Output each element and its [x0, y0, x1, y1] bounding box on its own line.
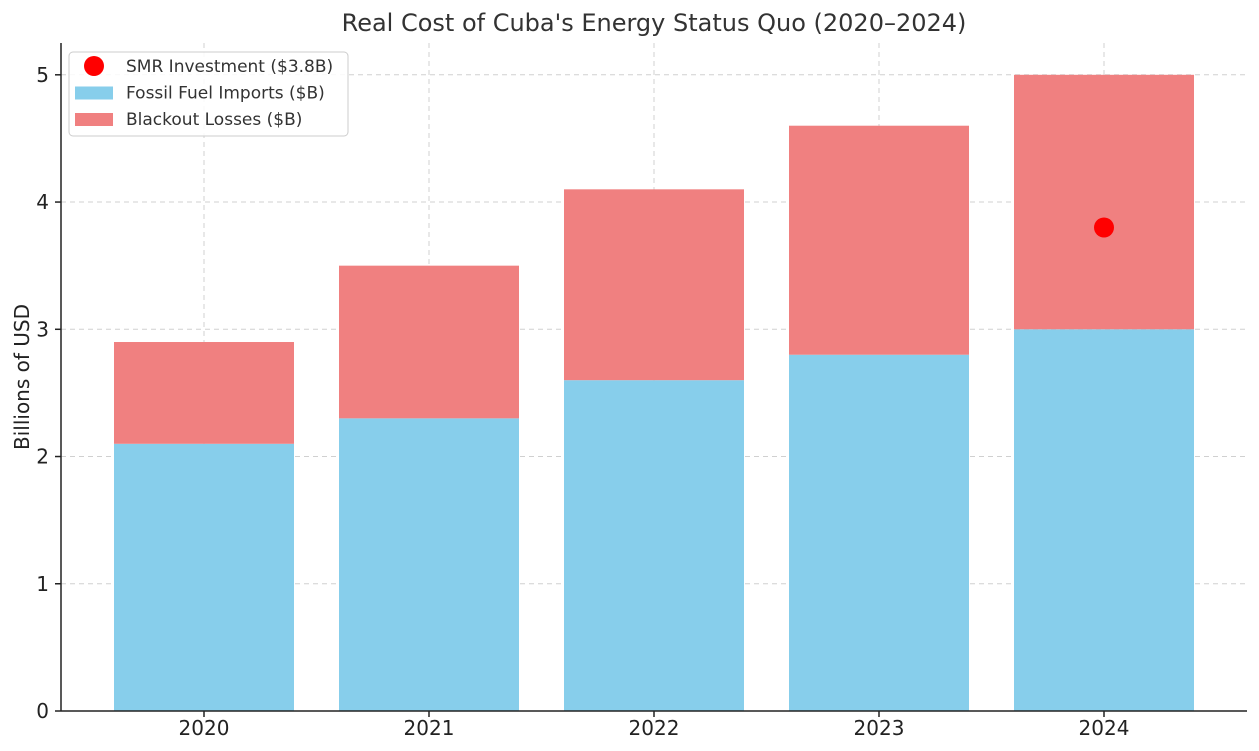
legend-patch-swatch: [75, 113, 113, 126]
bars: [114, 74, 1194, 711]
bar-fossil-fuel-imports: [789, 354, 969, 711]
bar-blackout-losses: [564, 189, 744, 381]
y-tick-label: 1: [36, 572, 49, 596]
x-tick-label: 2022: [629, 716, 680, 740]
y-axis-label: Billions of USD: [10, 304, 34, 450]
x-tick-label: 2024: [1079, 716, 1130, 740]
y-tick-label: 3: [36, 317, 49, 341]
bar-fossil-fuel-imports: [339, 418, 519, 711]
x-tick-label: 2020: [179, 716, 230, 740]
bar-blackout-losses: [114, 342, 294, 444]
x-tick-label: 2021: [404, 716, 455, 740]
bar-blackout-losses: [339, 265, 519, 419]
legend-patch-swatch: [75, 86, 113, 100]
bar-fossil-fuel-imports: [564, 380, 744, 711]
y-tick-label: 5: [36, 63, 49, 87]
bar-fossil-fuel-imports: [1014, 329, 1194, 711]
y-tick-label: 4: [36, 190, 49, 214]
smr-investment-marker: [1094, 217, 1114, 238]
x-tick-label: 2023: [854, 716, 905, 740]
legend-marker-swatch: [84, 56, 104, 76]
legend: SMR Investment ($3.8B) Fossil Fuel Import…: [68, 51, 349, 137]
y-tick-label: 2: [36, 445, 49, 469]
chart-title: Real Cost of Cuba's Energy Status Quo (2…: [342, 9, 967, 37]
legend-label: Blackout Losses ($B): [126, 110, 302, 130]
bar-blackout-losses: [789, 125, 969, 355]
legend-label: Fossil Fuel Imports ($B): [126, 84, 325, 104]
bar-fossil-fuel-imports: [114, 443, 294, 711]
y-tick-label: 0: [36, 699, 49, 723]
legend-box: [68, 51, 349, 137]
markers: [1094, 217, 1114, 238]
tick-labels: 0 1 2 3 4 5 2020 2021 2022 2023 2024: [36, 63, 1129, 740]
legend-label: SMR Investment ($3.8B): [126, 57, 333, 77]
bar-blackout-losses: [1014, 74, 1194, 330]
